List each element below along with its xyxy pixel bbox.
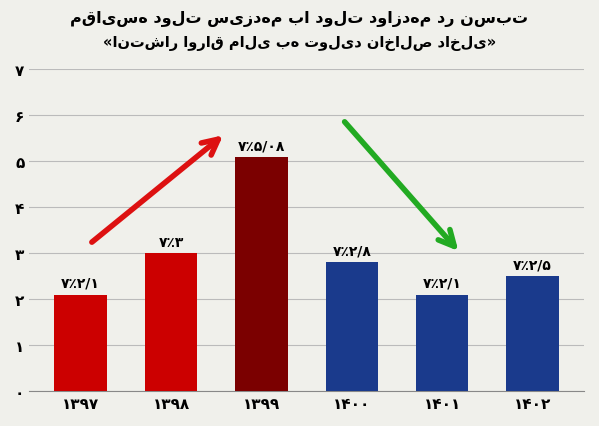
- Text: ۷٪۳: ۷٪۳: [158, 235, 184, 249]
- Text: ۷٪۲/۱: ۷٪۲/۱: [423, 276, 462, 290]
- Text: «انتشار اوراق مالی به تولید ناخالص داخلی»: «انتشار اوراق مالی به تولید ناخالص داخلی…: [103, 36, 496, 51]
- Text: ۷٪۵/۰۸: ۷٪۵/۰۸: [238, 139, 285, 153]
- Bar: [416, 295, 468, 391]
- Bar: [145, 253, 197, 391]
- Bar: [55, 295, 107, 391]
- Bar: [506, 276, 559, 391]
- Text: ۷٪۲/۱: ۷٪۲/۱: [61, 276, 100, 290]
- Text: ۷٪۲/۸: ۷٪۲/۸: [332, 244, 371, 258]
- Bar: [235, 158, 288, 391]
- Bar: [326, 263, 378, 391]
- Text: ۷٪۲/۵: ۷٪۲/۵: [513, 258, 552, 272]
- Text: مقایسه دولت سیزدهم با دولت دوازدهم در نسبت: مقایسه دولت سیزدهم با دولت دوازدهم در نس…: [71, 11, 528, 26]
